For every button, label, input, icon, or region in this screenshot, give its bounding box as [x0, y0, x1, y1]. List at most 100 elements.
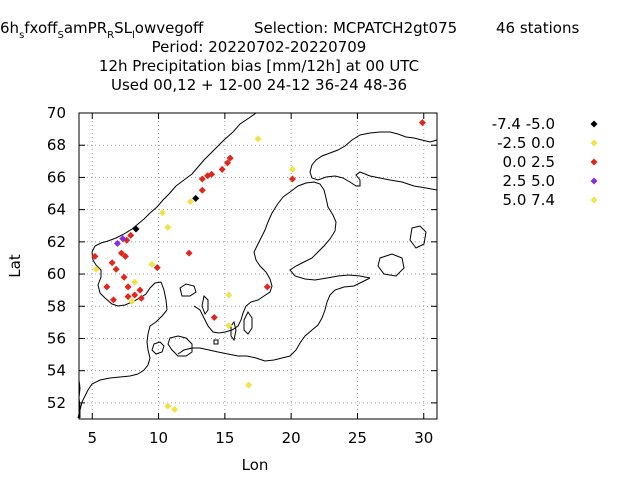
data-point-series-2: [288, 175, 296, 183]
data-point-series-2: [226, 154, 234, 162]
title-period: Period: 20220702-20220709: [152, 38, 367, 56]
legend-label: 0.0 2.5: [503, 153, 555, 171]
y-tick-label: 62: [47, 233, 66, 251]
coastline-south-baltic: [177, 347, 266, 362]
x-tick-label: 15: [215, 429, 234, 447]
title-subscript-2: S: [58, 30, 64, 41]
data-point-series-2: [198, 186, 206, 194]
lake-vanern: [179, 283, 197, 297]
data-point-series-2: [108, 259, 116, 267]
y-tick-label: 68: [47, 136, 66, 154]
y-tick-label: 54: [47, 362, 66, 380]
coastline-bornholm: [213, 339, 219, 345]
legend: -7.4 -5.0-2.5 0.00.0 2.52.5 5.05.0 7.4: [492, 115, 598, 209]
coastlines: [77, 112, 438, 419]
data-point-series-1: [164, 402, 172, 410]
data-point-series-1: [225, 291, 233, 299]
title-selection: Selection: MCPATCH2gt075: [254, 19, 457, 37]
legend-label: 2.5 5.0: [503, 172, 555, 190]
y-tick-label: 56: [47, 329, 66, 347]
data-point-series-2: [198, 175, 206, 183]
title-subscript-4: l: [132, 30, 135, 41]
data-point-series-2: [137, 294, 145, 302]
y-tick-label: 66: [47, 168, 66, 186]
data-point-series-2: [109, 296, 117, 304]
data-point-series-1: [148, 260, 156, 268]
title-mid-4: owvegoff: [135, 19, 204, 37]
data-point-series-2: [120, 273, 128, 281]
legend-marker: [590, 120, 598, 128]
y-tick-label: 64: [47, 201, 66, 219]
x-axis-label: Lon: [242, 456, 269, 474]
data-point-series-1: [186, 198, 194, 206]
data-point-series-2: [153, 264, 161, 272]
data-point-series-3: [113, 239, 121, 247]
plot-frame: [78, 112, 438, 420]
data-point-series-2: [418, 119, 426, 127]
legend-label: 5.0 7.4: [503, 191, 555, 209]
data-point-series-3: [119, 235, 127, 243]
data-point-series-1: [288, 165, 296, 173]
coastline-oland: [230, 320, 237, 342]
coastline-sweden-east: [193, 196, 284, 334]
lake-ladoga: [377, 253, 405, 277]
lake-vattern: [201, 294, 209, 316]
data-point-series-1: [164, 223, 172, 231]
coastline-jutland: [137, 309, 168, 375]
data-point-series-0: [192, 194, 200, 202]
title-mid-1: fxoff: [24, 19, 58, 37]
data-point-series-2: [131, 291, 139, 299]
legend-label: -2.5 0.0: [497, 134, 555, 152]
coastline-north-sea: [77, 373, 139, 419]
x-tick-label: 5: [87, 429, 97, 447]
grid-lines: [79, 112, 437, 419]
data-point-series-2: [208, 170, 216, 178]
legend-marker: [590, 196, 598, 204]
data-point-series-2: [185, 249, 193, 257]
axis-ticks: 5 10 15 20 25 30 52 54 56 58 60 62 64 66 68 70: [47, 104, 437, 447]
coastline-gotland: [243, 311, 253, 335]
data-point-series-2: [117, 249, 125, 257]
title-used: Used 00,12 + 12-00 24-12 36-24 48-36: [111, 76, 407, 94]
data-point-series-2: [136, 286, 144, 294]
data-point-series-2: [224, 159, 232, 167]
data-point-series-2: [91, 252, 99, 260]
x-tick-label: 10: [149, 429, 168, 447]
data-point-series-2: [218, 165, 226, 173]
legend-marker: [590, 139, 598, 147]
y-tick-label: 58: [47, 297, 66, 315]
data-point-series-2: [103, 283, 111, 291]
x-tick-label: 30: [414, 429, 433, 447]
data-point-series-1: [170, 405, 178, 413]
x-tick-label: 25: [348, 429, 367, 447]
data-point-series-1: [225, 322, 233, 330]
title-subscript-1: s: [19, 30, 24, 41]
data-point-series-2: [127, 231, 135, 239]
coastline-funen: [151, 341, 165, 355]
y-tick-label: 52: [47, 394, 66, 412]
y-tick-label: 70: [47, 104, 66, 122]
coastline-finland: [282, 181, 371, 281]
data-point-series-1: [131, 278, 139, 286]
coastline-russia-ne: [380, 131, 438, 143]
title-prefix: 6h: [0, 19, 19, 37]
data-point-series-1: [245, 381, 253, 389]
data-point-series-2: [112, 265, 120, 273]
data-point-series-2: [124, 283, 132, 291]
legend-marker: [590, 177, 598, 185]
coastline-baltic-states: [264, 277, 371, 362]
y-axis-label: Lat: [6, 254, 24, 278]
data-markers: [91, 119, 426, 413]
title-subscript-3: R: [107, 30, 114, 41]
coastline-russia-north: [309, 131, 438, 191]
data-point-series-2: [210, 314, 218, 322]
title-line-1: 6hsfxoffSamPRRSLlowvegoff: [0, 19, 204, 41]
legend-label: -7.4 -5.0: [492, 115, 555, 133]
title-mid-2: amPR: [64, 19, 107, 37]
coastline-scandinavia-west: [91, 112, 257, 311]
data-point-series-0: [132, 225, 140, 233]
y-tick-label: 60: [47, 265, 66, 283]
legend-marker: [590, 158, 598, 166]
coastline-zealand: [167, 335, 193, 357]
